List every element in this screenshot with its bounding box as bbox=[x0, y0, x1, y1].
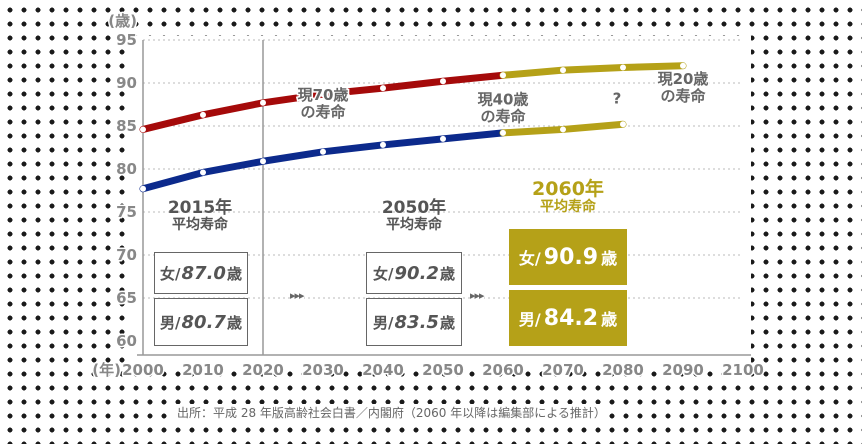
data-point bbox=[140, 126, 146, 133]
male-value: 84.2 bbox=[543, 305, 599, 331]
female-prefix: 女/ bbox=[518, 249, 541, 268]
data-point bbox=[260, 158, 266, 165]
data-point bbox=[440, 78, 446, 85]
panel-2060-title: 2060年 bbox=[532, 178, 604, 200]
y-tick-label: 90 bbox=[116, 74, 137, 92]
panel-2015-heading: 2015年 平均寿命 bbox=[150, 198, 250, 233]
x-tick-label: 2040 bbox=[362, 361, 404, 379]
y-tick-label: 60 bbox=[116, 332, 137, 350]
y-axis-unit: (歳) bbox=[108, 12, 137, 30]
x-axis-unit: (年) bbox=[92, 361, 121, 379]
y-tick-label: 75 bbox=[116, 203, 137, 221]
data-point bbox=[560, 67, 566, 74]
y-tick-label: 65 bbox=[116, 289, 137, 307]
panel-2015-male-card: 男/80.7 歳 bbox=[154, 298, 248, 346]
x-tick-label: 2070 bbox=[542, 361, 584, 379]
chart-series bbox=[139, 62, 687, 193]
y-tick-label: 95 bbox=[116, 31, 137, 49]
panel-2060-male-card: 男/84.2 歳 bbox=[509, 290, 627, 346]
x-tick-label: 2080 bbox=[602, 361, 644, 379]
male-value: 80.7 bbox=[181, 311, 226, 333]
y-tick-label: 70 bbox=[116, 246, 137, 264]
arrow-indicator-2: ▸▸▸ bbox=[470, 289, 485, 302]
unit: 歳 bbox=[439, 264, 455, 283]
female-value: 90.2 bbox=[394, 262, 439, 284]
data-point bbox=[200, 169, 206, 176]
annotation: 現70歳の寿命 bbox=[298, 86, 349, 121]
data-point bbox=[620, 64, 626, 71]
panel-2015-subtitle: 平均寿命 bbox=[172, 216, 228, 233]
data-point bbox=[200, 111, 206, 118]
source-note: 出所：平成 28 年版高齢社会白書／内閣府（2060 年以降は編集部による推計） bbox=[175, 404, 608, 421]
data-point bbox=[680, 62, 686, 69]
x-tick-label: 2020 bbox=[242, 361, 284, 379]
female-prefix: 女/ bbox=[160, 264, 181, 283]
unit: 歳 bbox=[601, 249, 618, 268]
x-tick-label: 2060 bbox=[482, 361, 524, 379]
male-prefix: 男/ bbox=[373, 313, 394, 332]
data-point bbox=[380, 141, 386, 148]
male-value: 83.5 bbox=[394, 311, 439, 333]
annotation: ? bbox=[613, 90, 622, 108]
data-point bbox=[320, 91, 326, 98]
female-value: 87.0 bbox=[181, 262, 226, 284]
data-point bbox=[320, 148, 326, 155]
x-tick-label: 2090 bbox=[662, 361, 704, 379]
data-point bbox=[380, 85, 386, 92]
y-tick-label: 80 bbox=[116, 160, 137, 178]
data-point bbox=[260, 99, 266, 106]
arrow-indicator-1: ▸▸▸ bbox=[290, 289, 305, 302]
female-value: 90.9 bbox=[543, 244, 599, 270]
annotation: 現20歳の寿命 bbox=[658, 70, 709, 105]
panel-2060-female-card: 女/90.9 歳 bbox=[509, 229, 627, 285]
data-point bbox=[440, 135, 446, 142]
panel-2060-subtitle: 平均寿命 bbox=[540, 198, 596, 215]
panel-2015-female-card: 女/87.0 歳 bbox=[154, 252, 248, 294]
unit: 歳 bbox=[439, 313, 455, 332]
annotation: 現40歳の寿命 bbox=[478, 91, 529, 126]
panel-2050-female-card: 女/90.2 歳 bbox=[366, 252, 462, 294]
unit: 歳 bbox=[601, 310, 618, 329]
x-tick-label: 2000 bbox=[122, 361, 164, 379]
panel-2050-male-card: 男/83.5 歳 bbox=[366, 298, 462, 346]
panel-2050-title: 2050年 bbox=[381, 198, 447, 218]
x-tick-label: 2010 bbox=[182, 361, 224, 379]
female-prefix: 女/ bbox=[373, 264, 394, 283]
unit: 歳 bbox=[226, 313, 242, 332]
x-tick-label: 2050 bbox=[422, 361, 464, 379]
y-tick-label: 85 bbox=[116, 117, 137, 135]
data-point bbox=[560, 126, 566, 133]
unit: 歳 bbox=[226, 264, 242, 283]
data-point bbox=[620, 121, 626, 128]
male-prefix: 男/ bbox=[160, 313, 181, 332]
data-point bbox=[500, 129, 506, 136]
panel-2050-subtitle: 平均寿命 bbox=[386, 216, 442, 233]
data-point bbox=[140, 185, 146, 192]
x-tick-label: 2100 bbox=[722, 361, 764, 379]
male-prefix: 男/ bbox=[518, 310, 541, 329]
data-point bbox=[500, 72, 506, 79]
chart-annotations: 現70歳の寿命 現40歳の寿命 現20歳の寿命? bbox=[296, 68, 710, 127]
x-tick-label: 2030 bbox=[302, 361, 344, 379]
panel-2015-title: 2015年 bbox=[167, 198, 233, 218]
panel-2050-heading: 2050年 平均寿命 bbox=[364, 198, 464, 233]
panel-2060-heading: 2060年 平均寿命 bbox=[515, 178, 621, 215]
series-line-2 bbox=[499, 62, 687, 79]
